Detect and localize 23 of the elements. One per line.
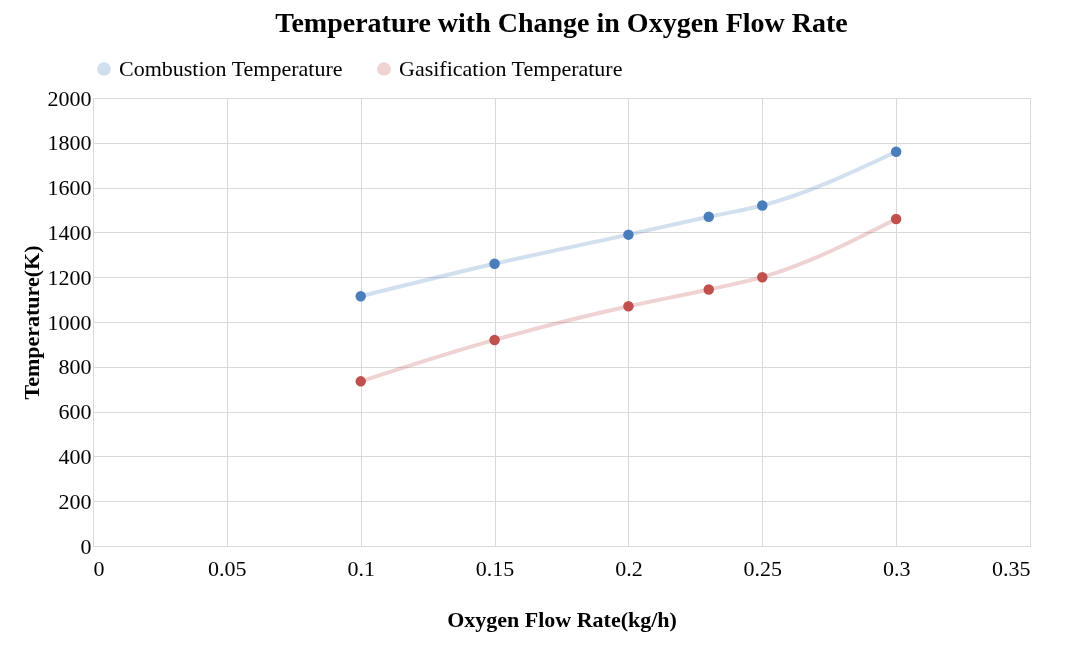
x-tick-label: 0.05 [208, 555, 247, 581]
chart-title: Temperature with Change in Oxygen Flow Rate [275, 7, 848, 38]
y-tick-label: 1200 [47, 264, 92, 290]
y-tick-label: 400 [58, 443, 92, 469]
legend-label: Combustion Temperature [119, 56, 343, 81]
y-tick-label: 1600 [47, 175, 92, 201]
y-tick-label: 600 [58, 399, 92, 425]
x-tick-label: 0.15 [475, 555, 515, 581]
x-tick-label: 0.2 [615, 555, 643, 581]
legend-label: Gasification Temperature [399, 56, 623, 81]
y-tick-label: 1400 [47, 219, 92, 245]
y-tick-label: 1000 [47, 309, 92, 335]
y-tick-label: 0 [80, 533, 92, 559]
x-tick-label: 0.1 [347, 555, 375, 581]
y-tick-label: 2000 [47, 85, 92, 111]
y-tick-label: 1800 [47, 130, 92, 156]
x-tick-label: 0.3 [882, 555, 911, 581]
x-tick-label: 0.25 [743, 555, 783, 581]
x-tick-label: 0.35 [992, 555, 1031, 581]
x-axis-title: Oxygen Flow Rate(kg/h) [447, 606, 677, 632]
y-axis-title: Temperature(K) [18, 245, 44, 400]
y-tick-label: 800 [58, 354, 92, 380]
y-tick-label: 200 [58, 488, 92, 514]
